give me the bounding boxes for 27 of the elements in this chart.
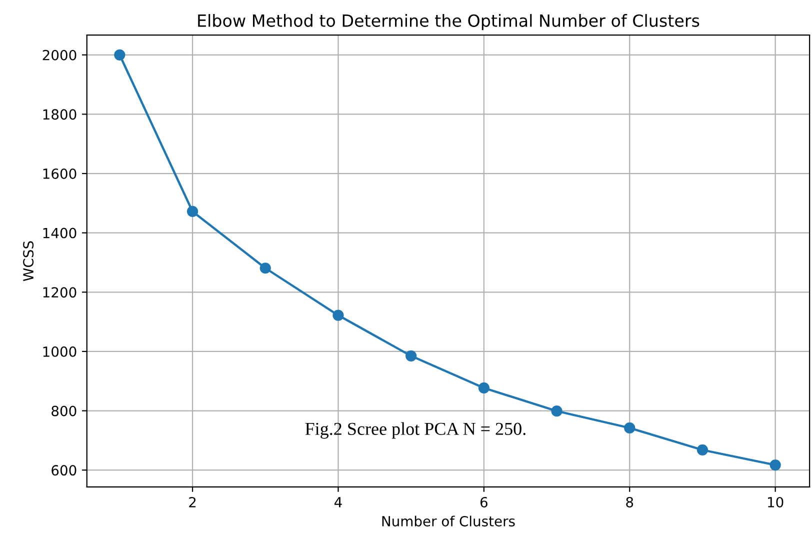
annotation: Fig.2 Scree plot PCA N = 250. <box>305 422 526 439</box>
point <box>478 382 490 394</box>
y-tick-label: 2000 <box>42 50 76 60</box>
point <box>406 350 417 362</box>
y-axis-title: WCSS <box>23 241 34 282</box>
x-tick-label: 2 <box>189 496 196 508</box>
point <box>624 422 636 434</box>
point <box>114 49 126 60</box>
y-tick-label: 1000 <box>43 346 76 357</box>
point <box>332 310 344 321</box>
y-tick-label: 1200 <box>43 287 76 298</box>
y-tick-label: 1800 <box>43 109 76 120</box>
x-tick-label: 8 <box>626 496 634 508</box>
point <box>260 262 271 274</box>
x-tick-label: 6 <box>480 496 488 508</box>
point <box>551 406 562 417</box>
y-tick-label: 1400 <box>43 228 76 238</box>
point <box>186 206 198 218</box>
x-tick-label: 4 <box>334 497 342 508</box>
x-tick-label: 10 <box>768 496 784 508</box>
point <box>770 459 781 471</box>
y-tick-label: 600 <box>52 465 76 476</box>
y-tick-label: 1600 <box>43 168 76 179</box>
chart-title: Elbow Method to Determine the Optimal Number of Clusters <box>198 14 700 30</box>
point <box>696 444 708 456</box>
y-tick-label: 800 <box>52 406 76 416</box>
x-axis-title: Number of Clusters <box>382 516 515 526</box>
